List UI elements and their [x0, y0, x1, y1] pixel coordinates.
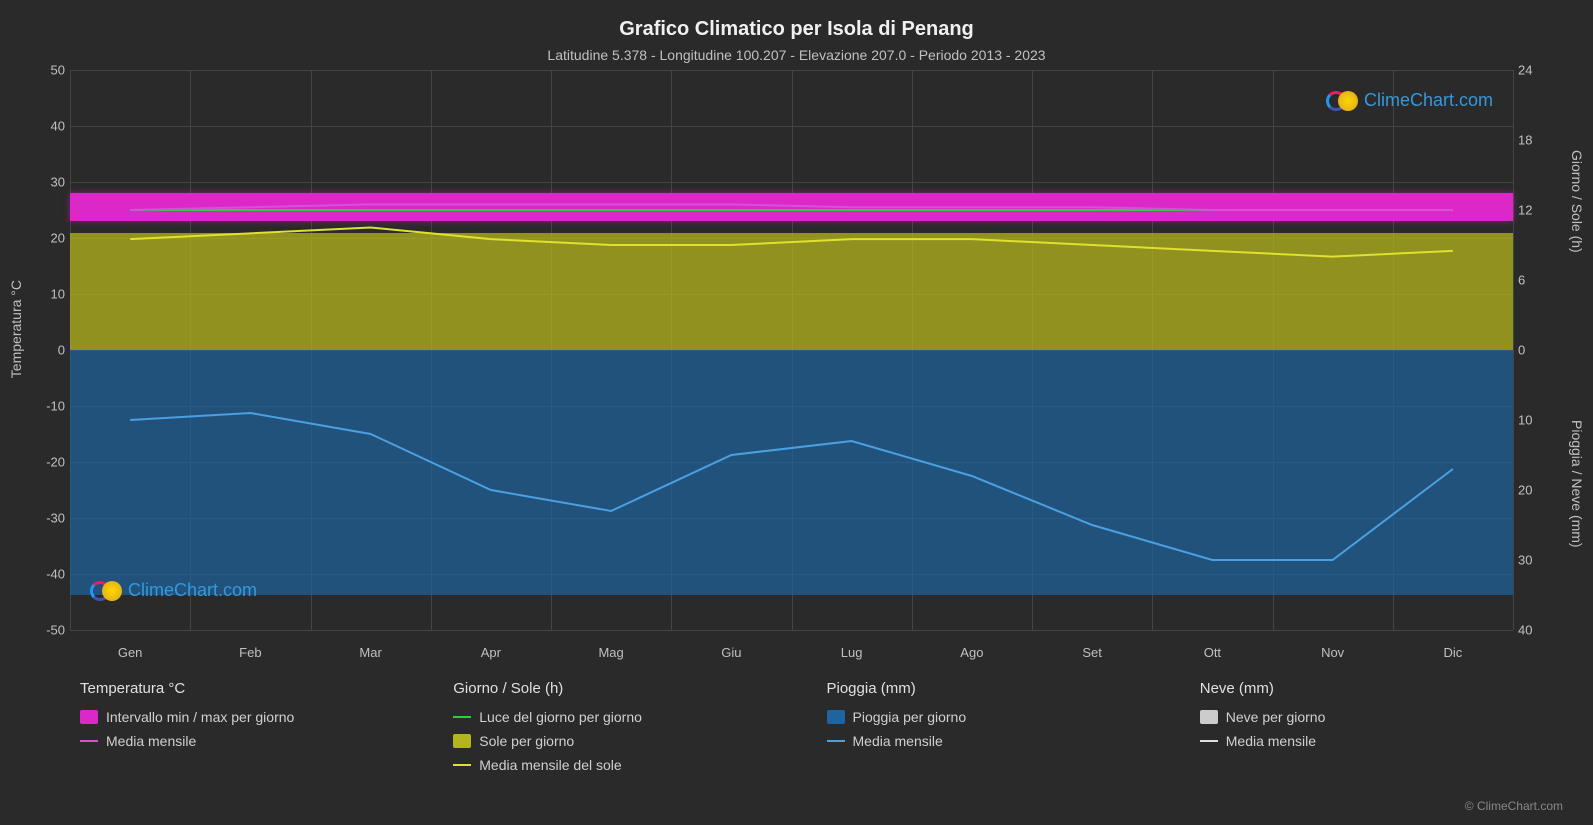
- legend-header: Pioggia (mm): [827, 680, 1160, 697]
- legend-item: Neve per giorno: [1200, 709, 1533, 725]
- legend-item: Pioggia per giorno: [827, 709, 1160, 725]
- x-tick-month: Mar: [359, 645, 381, 660]
- legend-swatch: [827, 710, 845, 724]
- x-tick-month: Set: [1082, 645, 1102, 660]
- legend-line: [1200, 740, 1218, 742]
- legend-header: Neve (mm): [1200, 680, 1533, 697]
- y-tick-right-mm: 40: [1518, 623, 1553, 638]
- watermark-top: ClimeChart.com: [1326, 90, 1493, 111]
- x-tick-month: Giu: [721, 645, 741, 660]
- legend-column: Temperatura °C Intervallo min / max per g…: [80, 680, 413, 781]
- watermark-icon: [1326, 91, 1358, 111]
- legend-label: Neve per giorno: [1226, 709, 1326, 725]
- y-label-rainsnow: Pioggia / Neve (mm): [1569, 420, 1585, 548]
- legend-label: Sole per giorno: [479, 733, 574, 749]
- y-tick-left: -20: [30, 455, 65, 470]
- x-tick-month: Feb: [239, 645, 261, 660]
- x-tick-month: Ago: [960, 645, 983, 660]
- y-tick-left: -30: [30, 511, 65, 526]
- y-tick-right-mm: 30: [1518, 553, 1553, 568]
- x-axis: Gen Feb Mar Apr Mag Giu Lug Ago Set Ott Nov Dic: [70, 640, 1513, 665]
- y-axis-right: 0612182410203040: [1513, 70, 1553, 630]
- y-tick-right-hours: 24: [1518, 63, 1553, 78]
- temperature-band: [70, 193, 1513, 221]
- y-tick-right-hours: 18: [1518, 133, 1553, 148]
- legend-column: Pioggia (mm) Pioggia per giorno Media mens…: [827, 680, 1160, 781]
- y-label-temperature: Temperatura °C: [8, 280, 24, 378]
- x-tick-month: Dic: [1443, 645, 1462, 660]
- legend-item: Media mensile: [827, 733, 1160, 749]
- legend-label: Media mensile: [853, 733, 943, 749]
- legend-item: Media mensile: [1200, 733, 1533, 749]
- y-tick-right-mm: 20: [1518, 483, 1553, 498]
- legend-item: Intervallo min / max per giorno: [80, 709, 413, 725]
- legend-label: Media mensile del sole: [479, 757, 621, 773]
- watermark-bottom: ClimeChart.com: [90, 580, 257, 601]
- legend-line: [453, 716, 471, 718]
- chart-title: Grafico Climatico per Isola di Penang: [30, 18, 1563, 41]
- y-tick-left: 0: [30, 343, 65, 358]
- x-tick-month: Ott: [1204, 645, 1221, 660]
- x-tick-month: Nov: [1321, 645, 1344, 660]
- plot-area: [70, 70, 1513, 630]
- y-tick-left: -40: [30, 567, 65, 582]
- legend-header: Giorno / Sole (h): [453, 680, 786, 697]
- y-tick-left: 20: [30, 231, 65, 246]
- y-tick-right-mm: 10: [1518, 413, 1553, 428]
- legend-swatch: [453, 734, 471, 748]
- rain-daily-fill: [70, 350, 1513, 595]
- watermark-icon: [90, 581, 122, 601]
- x-tick-month: Lug: [841, 645, 863, 660]
- y-tick-left: 40: [30, 119, 65, 134]
- legend-line: [827, 740, 845, 742]
- legend: Temperatura °C Intervallo min / max per g…: [80, 680, 1533, 781]
- legend-label: Media mensile: [106, 733, 196, 749]
- y-tick-left: 30: [30, 175, 65, 190]
- legend-label: Luce del giorno per giorno: [479, 709, 642, 725]
- legend-line: [453, 764, 471, 766]
- legend-line: [80, 740, 98, 742]
- y-tick-left: -50: [30, 623, 65, 638]
- copyright: © ClimeChart.com: [1465, 799, 1563, 813]
- sun-daily-fill: [70, 233, 1513, 350]
- legend-swatch: [80, 710, 98, 724]
- legend-item: Sole per giorno: [453, 733, 786, 749]
- x-tick-month: Mag: [598, 645, 623, 660]
- y-tick-left: 50: [30, 63, 65, 78]
- legend-swatch: [1200, 710, 1218, 724]
- legend-label: Media mensile: [1226, 733, 1316, 749]
- y-tick-right-hours: 0: [1518, 343, 1553, 358]
- legend-item: Media mensile: [80, 733, 413, 749]
- watermark-text: ClimeChart.com: [128, 580, 257, 601]
- chart-container: Grafico Climatico per Isola di Penang La…: [0, 0, 1593, 825]
- legend-label: Pioggia per giorno: [853, 709, 967, 725]
- legend-column: Neve (mm) Neve per giorno Media mensile: [1200, 680, 1533, 781]
- legend-column: Giorno / Sole (h) Luce del giorno per gio…: [453, 680, 786, 781]
- watermark-text: ClimeChart.com: [1364, 90, 1493, 111]
- y-tick-right-hours: 6: [1518, 273, 1553, 288]
- legend-item: Media mensile del sole: [453, 757, 786, 773]
- chart-subtitle: Latitudine 5.378 - Longitudine 100.207 -…: [30, 47, 1563, 63]
- y-tick-left: -10: [30, 399, 65, 414]
- legend-item: Luce del giorno per giorno: [453, 709, 786, 725]
- legend-label: Intervallo min / max per giorno: [106, 709, 294, 725]
- y-tick-right-hours: 12: [1518, 203, 1553, 218]
- y-tick-left: 10: [30, 287, 65, 302]
- y-label-daysun: Giorno / Sole (h): [1569, 150, 1585, 253]
- legend-header: Temperatura °C: [80, 680, 413, 697]
- x-tick-month: Gen: [118, 645, 143, 660]
- y-axis-left: -50-40-30-20-1001020304050: [30, 70, 70, 630]
- x-tick-month: Apr: [481, 645, 501, 660]
